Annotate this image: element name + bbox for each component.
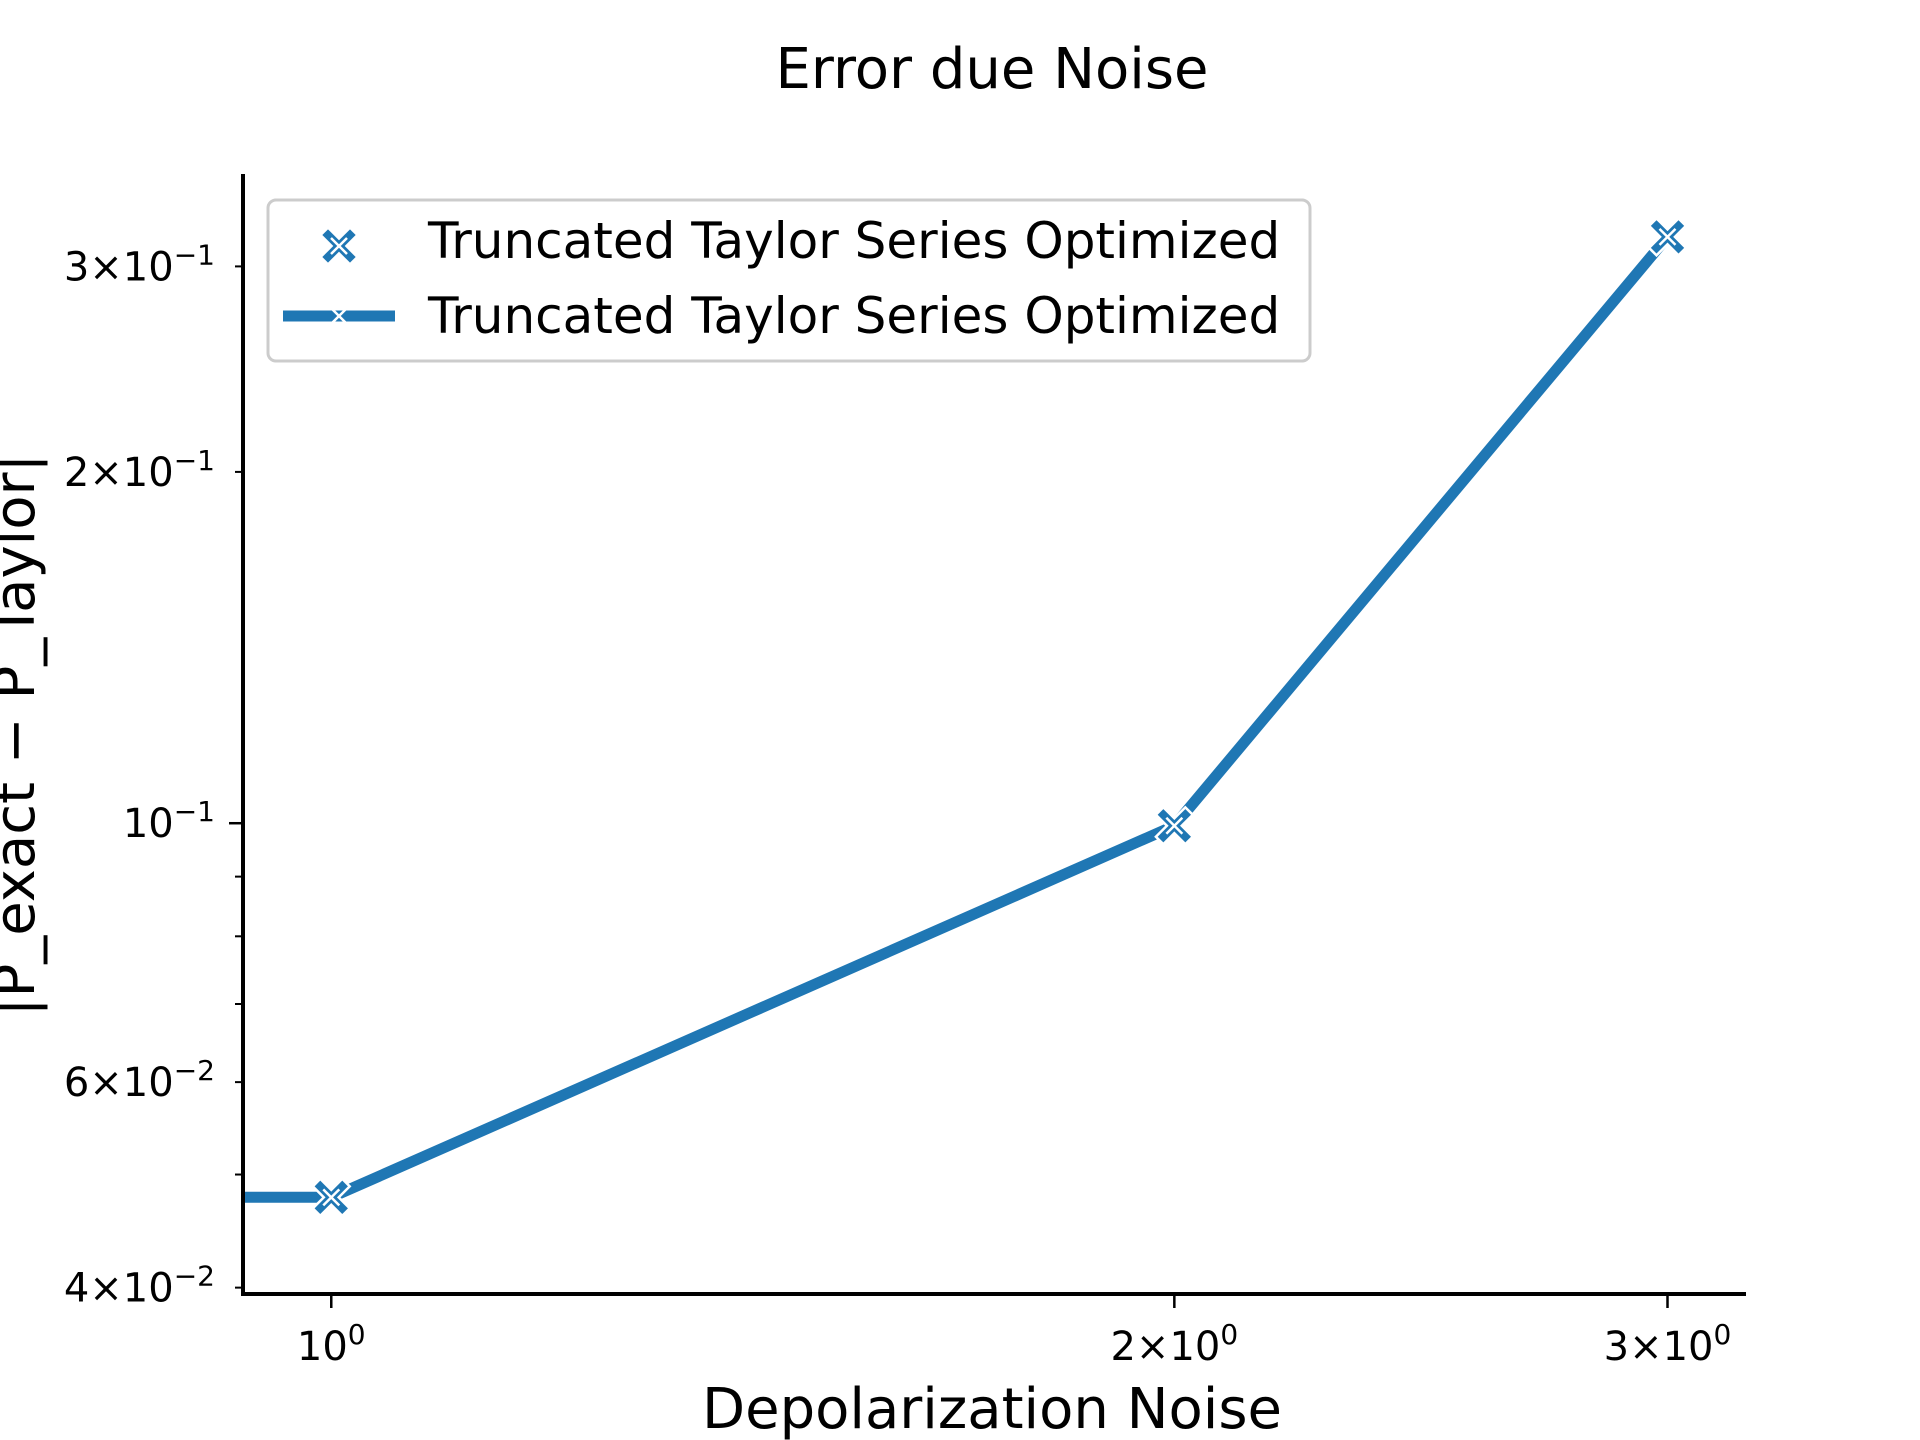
y-tick-label: 6×10−2 [64, 1054, 215, 1106]
legend-line-marker [331, 308, 347, 324]
legend-x-marker [318, 225, 360, 267]
x-ticks: 100 2×100 3×100 [297, 1294, 1731, 1370]
chart-title: Error due Noise [776, 37, 1209, 102]
x-tick-label: 3×100 [1604, 1318, 1732, 1370]
y-tick-label: 4×10−2 [64, 1260, 215, 1312]
y-ticks: 10−1 4×10−2 6×10−2 2×10−1 3×10−1 [64, 238, 243, 1312]
markers-layer [311, 216, 1688, 1218]
legend-label-scatter: Truncated Taylor Series Optimized [427, 212, 1280, 270]
y-axis-label: |P_exact − P_Taylor| [0, 454, 48, 1017]
lines-layer [243, 233, 1672, 1203]
y-tick-label: 2×10−1 [64, 444, 215, 496]
series-line [243, 233, 1672, 1203]
x-axis-label: Depolarization Noise [702, 1377, 1282, 1440]
y-tick-label: 3×10−1 [64, 238, 215, 290]
legend-scatter-marker [318, 225, 360, 267]
legend-label-line: Truncated Taylor Series Optimized [427, 287, 1280, 345]
x-tick-label: 100 [297, 1318, 366, 1370]
legend: Truncated Taylor Series Optimized Trunca… [266, 198, 1312, 363]
x-tick-label: 2×100 [1110, 1318, 1238, 1370]
y-tick-label: 10−1 [123, 795, 215, 847]
data-point [1647, 216, 1688, 258]
data-point [311, 1177, 352, 1218]
legend-frame [266, 198, 1312, 363]
data-point [1154, 805, 1195, 846]
